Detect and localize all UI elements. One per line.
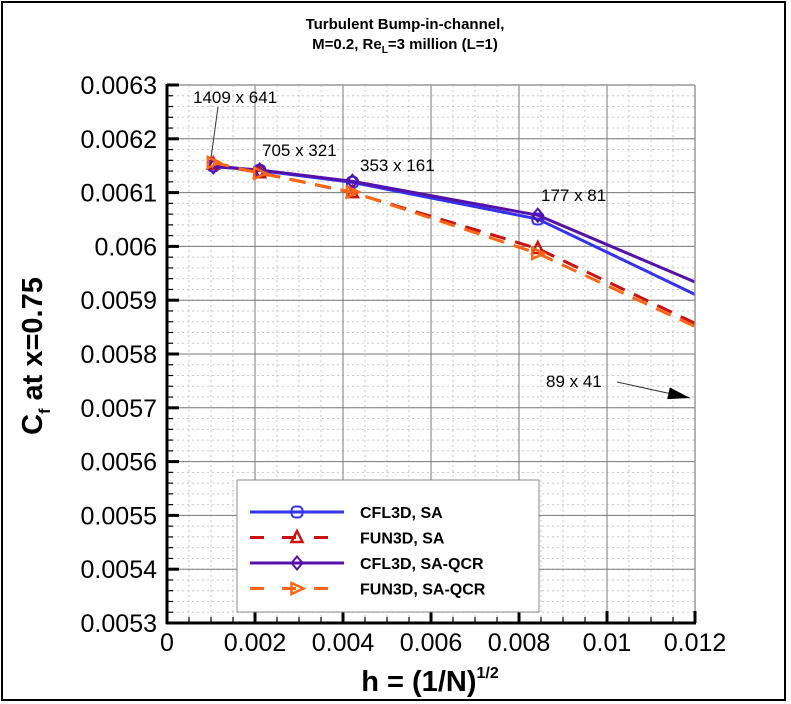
series-fun3d-sa-qcr: [206, 155, 695, 329]
x-tick-label: 0: [160, 629, 174, 657]
legend-item: FUN3D, SA-QCR: [250, 581, 486, 599]
x-tick-label: 0.002: [224, 629, 287, 657]
x-axis-title: h = (1/N)1/2: [361, 665, 499, 698]
marker: [206, 155, 223, 170]
marker: [530, 239, 546, 255]
x-tick-label: 0.012: [664, 629, 727, 657]
chart-subtitle: M=0.2, ReL=3 million (L=1): [312, 36, 498, 56]
annotation-arrow: [210, 106, 219, 159]
grid-size-annotation: 177 x 81: [541, 186, 606, 205]
chart-title: Turbulent Bump-in-channel,: [306, 16, 505, 33]
y-tick-label: 0.0054: [81, 556, 158, 584]
y-tick-label: 0.0059: [81, 287, 157, 315]
legend-item: CFL3D, SA-QCR: [250, 554, 484, 573]
y-tick-label: 0.0061: [81, 180, 157, 208]
annotations: 1409 x 641 705 x 321 353 x 161 177 x 81 89 x…: [193, 88, 691, 400]
grid-size-annotation: 89 x 41: [546, 372, 602, 391]
marker: [290, 581, 307, 596]
y-axis-title: Cf at x=0.75: [17, 277, 54, 435]
marker: [252, 165, 270, 181]
series-line: [212, 161, 695, 329]
marker: [290, 554, 304, 572]
y-tick-label: 0.0062: [81, 126, 157, 154]
grid-size-annotation: 705 x 321: [262, 141, 337, 160]
marker: [289, 528, 305, 544]
series-cfl3d-sa-qcr: [206, 158, 695, 284]
y-tick-label: 0.006: [94, 233, 157, 261]
marker: [345, 184, 362, 200]
marker: [531, 245, 548, 261]
legend-item: FUN3D, SA: [250, 528, 445, 548]
x-tick-labels: 0 0.002 0.004 0.006 0.008 0.01 0.012: [160, 629, 726, 657]
y-tick-label: 0.0058: [81, 341, 157, 369]
legend-label: FUN3D, SA: [360, 531, 445, 548]
series-line: [213, 165, 695, 284]
legend-label: FUN3D, SA-QCR: [360, 582, 486, 599]
series-fun3d-sa: [205, 154, 695, 326]
axes: [165, 83, 697, 625]
legend-label: CFL3D, SA-QCR: [360, 556, 484, 573]
y-tick-label: 0.0063: [81, 72, 157, 100]
legend-item: CFL3D, SA: [250, 505, 443, 522]
grid-size-annotation: 1409 x 641: [193, 88, 277, 107]
grid-size-annotation: 353 x 161: [360, 156, 435, 175]
series-layer: [205, 154, 695, 329]
y-tick-labels: 0.0063 0.0062 0.0061 0.006 0.0059 0.0058 0.005…: [81, 72, 158, 638]
y-tick-label: 0.0057: [81, 395, 157, 423]
x-tick-label: 0.01: [583, 629, 632, 657]
arrowhead-icon: [667, 387, 690, 400]
x-tick-label: 0.008: [488, 629, 551, 657]
y-tick-label: 0.0053: [81, 610, 157, 638]
y-tick-label: 0.0055: [81, 502, 157, 530]
x-tick-label: 0.006: [400, 629, 463, 657]
x-tick-label: 0.004: [312, 629, 375, 657]
marker: [530, 207, 545, 224]
y-tick-label: 0.0056: [81, 449, 157, 477]
legend-label: CFL3D, SA: [360, 505, 443, 522]
series-line: [213, 164, 695, 297]
legend: CFL3D, SA FUN3D, SA CFL3D, SA-QCR FUN3D, SA…: [236, 479, 540, 613]
series-cfl3d-sa: [206, 159, 695, 297]
